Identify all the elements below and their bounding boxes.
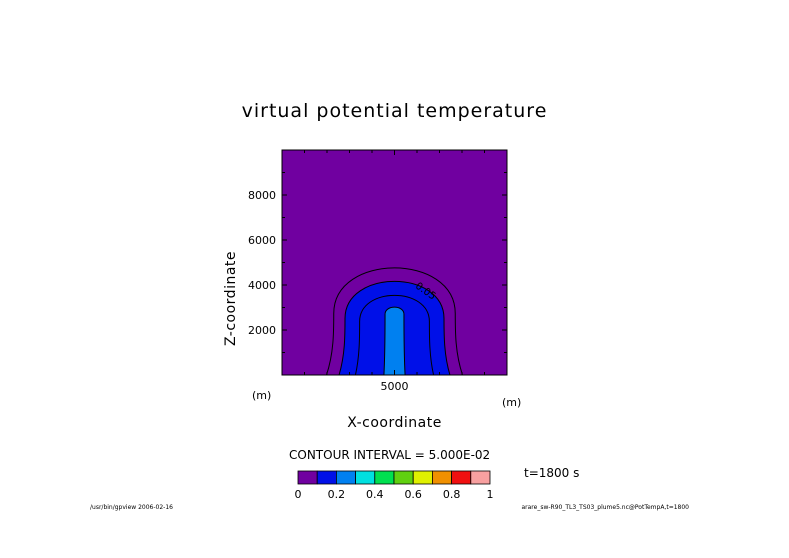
contour-line-0	[325, 267, 464, 376]
y-tick-label: 8000	[248, 189, 276, 202]
colorbar-swatch	[393, 470, 414, 485]
colorbar-tick-label: 0.8	[443, 488, 461, 501]
colorbar-tick-label: 0.2	[328, 488, 346, 501]
contour-line-3	[383, 306, 406, 376]
colorbar-tick-label: 0.4	[366, 488, 384, 501]
plume-contours	[325, 267, 464, 376]
contour-interval-text: CONTOUR INTERVAL = 5.000E-02	[289, 448, 491, 462]
y-unit-label: (m)	[252, 389, 271, 402]
time-label: t=1800 s	[524, 466, 580, 480]
y-axis-title: Z-coordinate	[223, 251, 239, 346]
y-tick-label: 2000	[248, 324, 276, 337]
colorbar-tick-label: 0	[295, 488, 302, 501]
colorbar-tick-label: 0.6	[404, 488, 422, 501]
x-unit-label: (m)	[502, 396, 521, 409]
plot-area: 0.0520004000600080005000X-coordinateZ-co…	[223, 149, 521, 431]
colorbar: 0 0.2 0.4 0.6 0.8 1	[295, 470, 494, 501]
colorbar-swatch	[297, 470, 318, 485]
colorbar-swatch	[431, 470, 452, 485]
y-tick-label: 4000	[248, 279, 276, 292]
chart-title: virtual potential temperature	[241, 100, 548, 122]
x-tick-label: 5000	[381, 380, 409, 393]
colorbar-swatch	[316, 470, 337, 485]
colorbar-swatch	[374, 470, 395, 485]
x-axis-title: X-coordinate	[347, 415, 442, 431]
colorbar-swatch	[451, 470, 472, 485]
y-tick-label: 6000	[248, 234, 276, 247]
colorbar-swatch	[470, 470, 491, 485]
footer-left: /usr/bin/gpview 2006-02-16	[90, 504, 173, 511]
colorbar-tick-label: 1	[487, 488, 494, 501]
footer-right: arare_sw-R90_TL3_TS03_plume5.nc@PotTempA…	[521, 504, 689, 511]
contour-line-2	[354, 294, 435, 376]
colorbar-swatch	[355, 470, 376, 485]
colorbar-swatch	[335, 470, 356, 485]
colorbar-swatch	[412, 470, 433, 485]
